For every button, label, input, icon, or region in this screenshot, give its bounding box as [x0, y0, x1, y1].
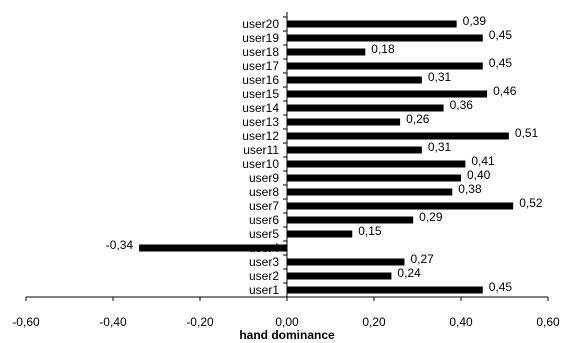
x-tick-label: 0,40 — [449, 315, 473, 329]
bar — [287, 76, 422, 84]
data-label: 0,45 — [489, 56, 513, 70]
bar — [287, 174, 461, 182]
data-label: 0,40 — [467, 168, 491, 182]
category-label: user19 — [242, 31, 279, 45]
category-label: user17 — [242, 59, 279, 73]
category-label: user7 — [249, 199, 279, 213]
data-label: 0,27 — [410, 252, 434, 266]
data-label: 0,18 — [371, 42, 395, 56]
x-tick-label: -0,60 — [12, 315, 40, 329]
category-label: user10 — [242, 157, 279, 171]
category-label: user14 — [242, 101, 279, 115]
bar — [287, 34, 483, 42]
category-label: user20 — [242, 17, 279, 31]
x-tick-label: 0,20 — [362, 315, 386, 329]
bar — [287, 146, 422, 154]
category-label: user12 — [242, 129, 279, 143]
bar — [287, 230, 353, 238]
bar — [287, 160, 466, 168]
bar — [287, 20, 457, 28]
data-label: 0,45 — [489, 280, 513, 294]
bar — [287, 48, 366, 56]
bar — [287, 286, 483, 294]
bar — [287, 62, 483, 70]
bar — [287, 104, 444, 112]
bar — [287, 132, 509, 140]
x-tick-label: -0,40 — [99, 315, 127, 329]
data-label: 0,31 — [428, 70, 452, 84]
data-label: 0,39 — [463, 14, 487, 28]
data-label: 0,24 — [397, 266, 421, 280]
category-label: user13 — [242, 115, 279, 129]
data-label: 0,41 — [471, 154, 495, 168]
x-tick-label: 0,00 — [275, 315, 299, 329]
category-label: user2 — [249, 269, 279, 283]
data-label: 0,38 — [458, 182, 482, 196]
data-label: 0,15 — [358, 224, 382, 238]
category-label: user16 — [242, 73, 279, 87]
category-label: user11 — [243, 143, 279, 157]
category-label: user18 — [242, 45, 279, 59]
x-tick-label: -0,20 — [186, 315, 214, 329]
category-label: user3 — [249, 255, 279, 269]
x-axis-title: hand dominance — [239, 328, 335, 342]
category-label: user1 — [249, 283, 279, 297]
data-label: 0,36 — [450, 98, 474, 112]
category-label: user9 — [249, 171, 279, 185]
bar — [287, 202, 514, 210]
category-label: user4 — [249, 241, 279, 255]
data-label: 0,51 — [515, 126, 539, 140]
data-label: 0,52 — [519, 196, 543, 210]
category-label: user5 — [249, 227, 279, 241]
category-label: user6 — [249, 213, 279, 227]
bar — [139, 244, 287, 252]
bar — [287, 118, 401, 126]
x-axis-ticks: -0,60 -0,40 -0,20 0,00 0,20 0,40 0,60 — [12, 16, 560, 329]
category-label: user15 — [242, 87, 279, 101]
data-label: 0,46 — [493, 84, 517, 98]
category-label: user8 — [249, 185, 279, 199]
data-labels: 0,450,240,27-0,340,150,290,520,380,400,4… — [106, 14, 543, 294]
data-label: 0,31 — [428, 140, 452, 154]
data-label: 0,45 — [489, 28, 513, 42]
bar — [287, 272, 392, 280]
x-tick-label: 0,60 — [536, 315, 560, 329]
data-label: 0,26 — [406, 112, 430, 126]
category-labels: user1user2user3user4user5user6user7user8… — [242, 17, 279, 297]
bar — [287, 188, 453, 196]
data-label: 0,29 — [419, 210, 443, 224]
data-label: -0,34 — [106, 238, 134, 252]
bar — [287, 216, 414, 224]
bars — [139, 20, 514, 294]
bar — [287, 90, 488, 98]
bar — [287, 258, 405, 266]
